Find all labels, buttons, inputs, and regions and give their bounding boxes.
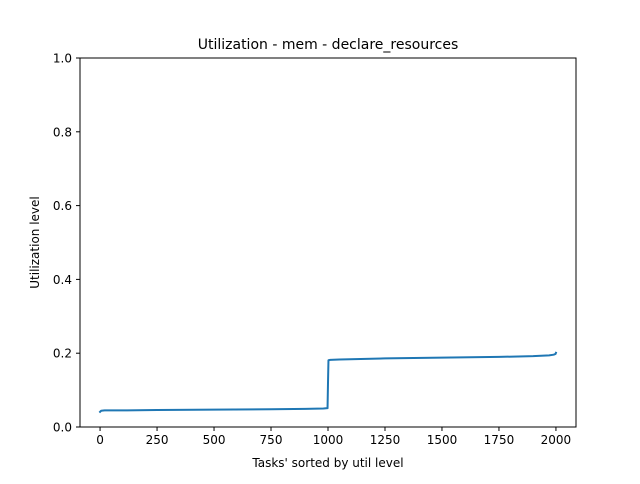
y-axis-label: Utilization level [28,196,42,288]
x-tick-label: 750 [260,433,283,447]
y-tick-label: 0.8 [53,125,72,139]
x-tick-label: 0 [96,433,104,447]
y-tick-label: 1.0 [53,52,72,66]
y-tick-label: 0.6 [53,199,72,213]
y-tick-label: 0.0 [53,421,72,435]
x-axis-label: Tasks' sorted by util level [251,456,403,470]
y-tick-label: 0.4 [53,273,72,287]
x-tick-label: 1000 [313,433,344,447]
x-tick-label: 2000 [541,433,572,447]
x-tick-label: 1250 [370,433,401,447]
chart-title: Utilization - mem - declare_resources [198,37,459,53]
y-tick-label: 0.2 [53,347,72,361]
series-line-0 [98,351,558,414]
x-tick-label: 500 [203,433,226,447]
x-tick-label: 250 [146,433,169,447]
x-tick-label: 1750 [484,433,515,447]
x-tick-label: 1500 [427,433,458,447]
